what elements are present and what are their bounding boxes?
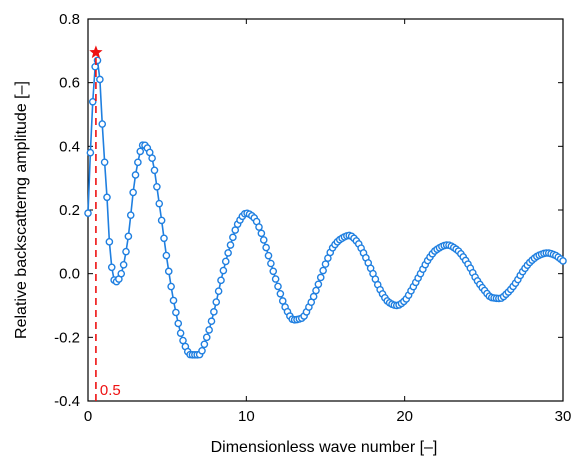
data-point [103,193,111,202]
data-point [150,166,159,175]
data-point [122,247,130,256]
data-point [88,97,97,106]
data-point [174,319,183,328]
data-point [207,317,216,326]
data-point [157,216,166,225]
data-point [176,329,185,337]
data-point [169,296,178,305]
data-point [96,75,104,84]
data-point [309,292,318,301]
data-point [198,346,206,355]
data-point [155,199,164,208]
x-axis-title: Dimensionless wave number [–] [211,439,438,456]
x-tick-label: 30 [555,408,572,425]
data-point [321,260,330,268]
data-point [124,232,133,241]
data-point [210,308,218,316]
data-point [134,158,142,167]
y-tick-label: 0.0 [59,266,80,283]
data-point [226,241,235,249]
data-point [262,243,270,252]
data-point [229,233,237,242]
data-point [257,229,266,238]
data-point [217,276,225,285]
data-point [255,223,263,231]
annotation-label: 0.5 [100,382,121,399]
data-point [129,188,137,197]
data-point [259,236,268,244]
data-point [136,147,145,156]
data-point [105,238,114,246]
data-point [100,158,109,167]
data-point [267,259,275,268]
data-point [117,269,126,278]
data-point [314,280,323,289]
series [84,56,567,359]
x-tick-label: 0 [84,408,92,425]
data-point [126,211,135,219]
axes [87,18,564,402]
data-point [84,209,92,217]
data-point [274,282,282,291]
data-point [119,260,128,269]
x-tick-label: 20 [396,408,413,425]
data-point [172,308,180,317]
series-line [87,60,564,356]
data-point [200,340,209,349]
data-point [164,267,173,276]
data-point [148,154,156,163]
data-point [276,289,285,298]
plot-frame [87,18,564,402]
y-tick-label: 0.6 [59,75,80,92]
y-tick-label: -0.2 [54,329,80,346]
data-point [131,171,140,179]
data-point [312,286,320,295]
data-point [316,273,325,282]
data-point [214,287,223,295]
data-point [202,333,211,342]
data-point [179,336,187,345]
y-tick-label: 0.8 [59,11,80,28]
ticks: 0 10 20 30 -0.4 -0.2 0.0 0.2 0.4 0.6 0.8 [54,11,571,425]
data-point [221,257,230,266]
data-point [219,266,228,275]
y-tick-label: -0.4 [54,393,80,410]
data-point [269,267,278,276]
y-tick-label: 0.2 [59,202,80,219]
data-point [559,257,567,265]
data-point [86,148,95,157]
data-point [153,182,161,191]
data-point [264,251,273,260]
data-point [212,298,221,306]
data-point [160,234,168,243]
data-point [167,282,175,291]
peak-star-marker [89,45,103,59]
data-point [162,251,171,260]
data-point [319,266,327,275]
annotations: 0.5 [89,45,121,401]
data-point [224,249,232,257]
data-point [107,263,116,272]
y-tick-label: 0.4 [59,138,80,155]
data-point [278,297,287,305]
y-axis-title: Relative backscatterng amplitude [–] [13,81,30,339]
data-point [205,326,213,334]
data-point [271,275,280,283]
x-tick-label: 10 [238,408,255,425]
data-point [98,120,107,128]
